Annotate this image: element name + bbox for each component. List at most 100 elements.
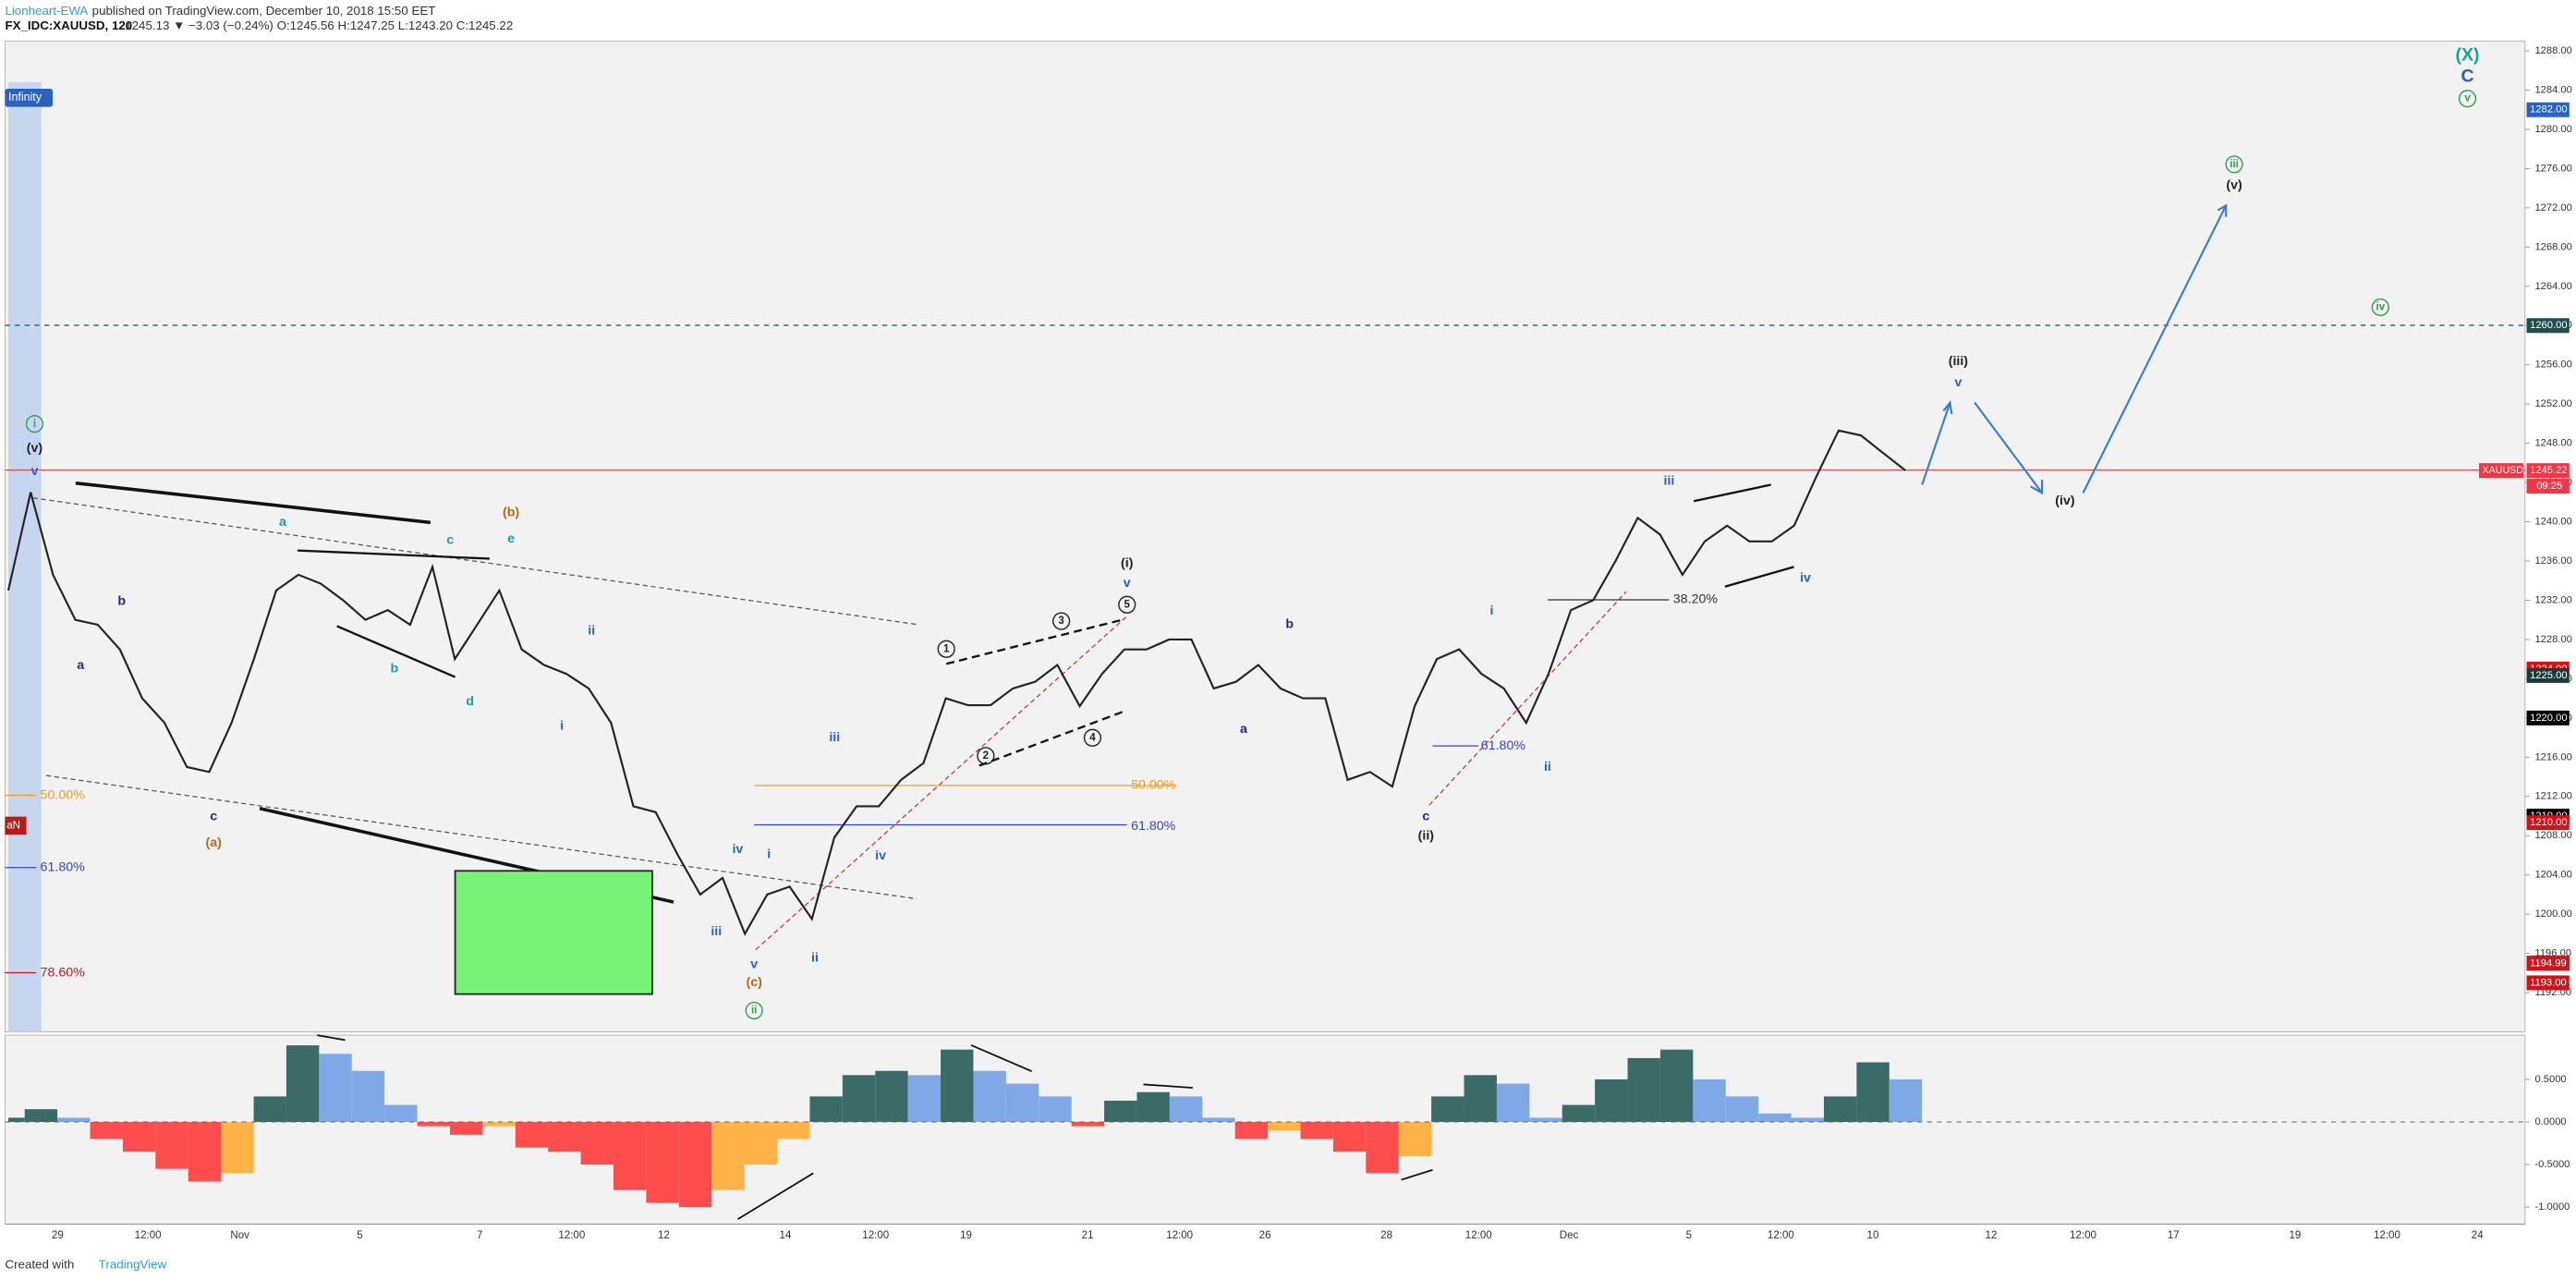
oscillator-bar: [1464, 1075, 1497, 1122]
wave-label: i: [560, 719, 564, 734]
wave-label: d: [466, 694, 474, 709]
oscillator-bar: [973, 1070, 1006, 1122]
oscillator-bar: [1202, 1117, 1235, 1122]
oscillator-bar: [1823, 1096, 1857, 1122]
oscillator-bar: [1268, 1121, 1301, 1131]
trendline: [736, 1172, 814, 1220]
trendline: [755, 616, 1128, 951]
y-tick-label: 1212.00: [2534, 791, 2571, 802]
trendline: [1724, 566, 1794, 588]
oscillator-bar: [646, 1121, 679, 1203]
oscillator-bar: [1856, 1062, 1889, 1122]
oscillator-bar: [286, 1045, 320, 1122]
label-circle: [2458, 90, 2477, 108]
wave-label: iii: [1664, 474, 1675, 489]
footer-brand: TradingView: [99, 1258, 167, 1272]
oscillator-bar: [1300, 1121, 1333, 1140]
oscillator-bar: [1791, 1117, 1824, 1122]
y-tick-label: 1264.00: [2534, 281, 2571, 292]
wave-label: (iii): [1949, 354, 1969, 369]
y-tick-label: 1268.00: [2534, 241, 2571, 252]
trendline: [317, 1034, 346, 1042]
symbol: FX_IDC:XAUUSD, 120: [5, 18, 132, 32]
wave-label: b: [390, 661, 398, 676]
x-tick-label: Dec: [1560, 1230, 1579, 1241]
y-tick-label: 1204.00: [2534, 870, 2571, 881]
oscillator-bar: [1758, 1113, 1792, 1122]
x-tick-label: 17: [2168, 1230, 2180, 1241]
symbol-tag-label: XAUUSD: [2483, 465, 2524, 476]
wave-label: v: [30, 464, 38, 479]
wave-label: (a): [206, 835, 223, 850]
x-tick-label: 12:00: [1166, 1230, 1193, 1241]
price-tag-label: 1193.00: [2530, 977, 2567, 988]
oscillator-bar: [941, 1049, 974, 1122]
oscillator-bar: [1889, 1079, 1923, 1122]
oscillator-bar: [1332, 1121, 1367, 1152]
oscillator-bar: [1561, 1104, 1596, 1122]
wave-label: c: [210, 809, 217, 823]
wave-label: i: [33, 419, 36, 430]
price-tag: [2526, 667, 2570, 683]
oscillator-bar: [1005, 1083, 1039, 1122]
wave-label: 61.80%: [1481, 738, 1526, 753]
oscillator-bar: [1627, 1057, 1660, 1122]
oscillator-bar: [613, 1121, 647, 1190]
x-tick-label: 19: [2289, 1230, 2301, 1241]
label-circle: [937, 640, 955, 658]
wave-label: 3: [1058, 616, 1063, 627]
channel-line: [45, 774, 917, 900]
wave-label: (i): [1121, 556, 1134, 571]
y2-tick-label: 0.0000: [2534, 1116, 2566, 1128]
price-tag: [2526, 975, 2570, 991]
oscillator-bar: [580, 1121, 614, 1165]
wave-label: a: [1240, 722, 1247, 737]
wave-label: 61.80%: [41, 859, 86, 874]
x-tick-label: 12:00: [1768, 1230, 1794, 1241]
x-tick-label: 12:00: [1465, 1230, 1492, 1241]
channel-line: [32, 497, 917, 626]
y-tick-label: 1288.00: [2534, 45, 2571, 56]
oscillator-bar: [57, 1117, 91, 1122]
x-tick-label: 21: [1082, 1230, 1094, 1241]
x-tick-label: 7: [477, 1230, 482, 1241]
wave-label: (v): [27, 441, 43, 456]
oscillator-bar: [1529, 1117, 1562, 1122]
x-tick-label: 24: [2472, 1230, 2484, 1241]
oscillator-bar: [188, 1121, 222, 1182]
wave-label: 5: [1124, 599, 1131, 610]
wave-label: e: [507, 531, 515, 546]
oscillator-bar: [1659, 1049, 1694, 1122]
wave-label: iv: [875, 848, 886, 863]
oscillator-bar: [384, 1104, 418, 1122]
x-tick-label: 12:00: [135, 1230, 162, 1241]
y-tick-label: 1208.00: [2534, 830, 2571, 841]
x-tick-label: 5: [357, 1230, 362, 1241]
footer-text: Created with: [5, 1258, 74, 1272]
oscillator-bar: [253, 1096, 286, 1122]
oscillator-bar: [548, 1121, 581, 1152]
oscillator-bar: [351, 1070, 385, 1122]
trendline: [945, 618, 1124, 665]
oscillator-bar: [1398, 1121, 1432, 1156]
wave-label: i: [1489, 603, 1493, 618]
y-tick-label: 1200.00: [2534, 908, 2571, 920]
x-tick-label: Nov: [230, 1230, 249, 1241]
price-tag: [2526, 956, 2570, 971]
wave-label: 4: [1089, 732, 1096, 743]
wave-label: iii: [711, 924, 722, 939]
x-tick-label: 29: [52, 1230, 64, 1241]
price-axis: [2526, 41, 2576, 1225]
oscillator-bar: [417, 1121, 450, 1127]
label-circle: [25, 415, 44, 433]
oscillator-bar: [1104, 1100, 1137, 1122]
oscillator-bar: [842, 1075, 876, 1122]
projection: [1974, 401, 2043, 494]
trendline: [297, 549, 490, 560]
x-tick-label: 12: [658, 1230, 670, 1241]
trendline: [1143, 1083, 1193, 1089]
x-tick-label: 26: [1259, 1230, 1271, 1241]
label-circle: [1118, 595, 1136, 614]
countdown-label: 09:25: [2536, 481, 2562, 492]
